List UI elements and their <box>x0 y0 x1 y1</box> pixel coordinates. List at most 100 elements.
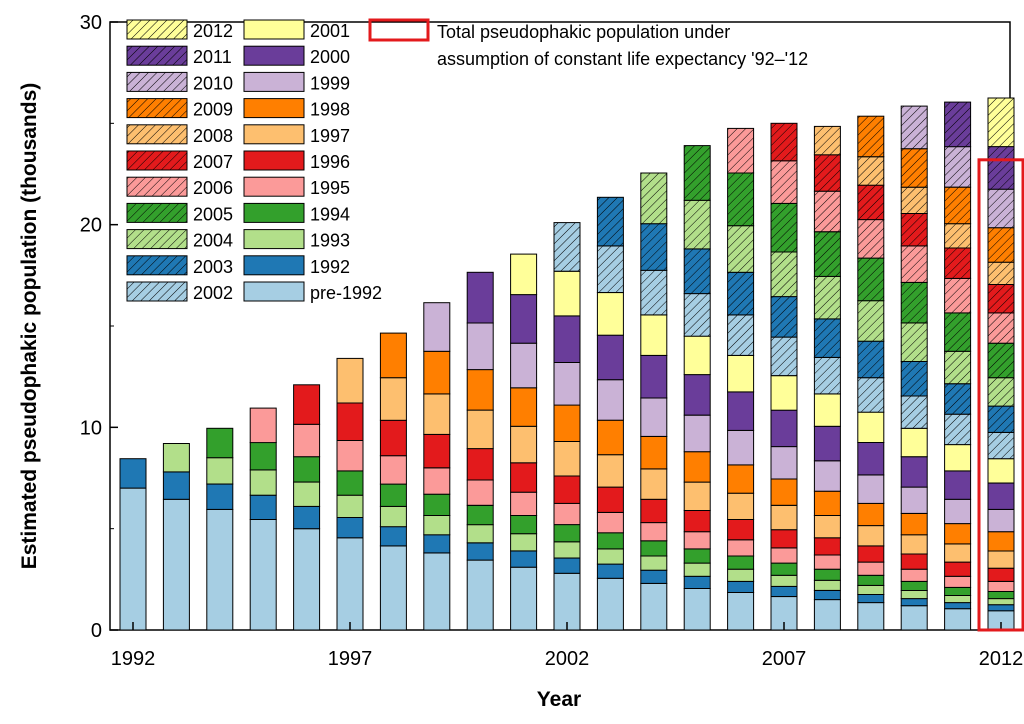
bar-segment-2009-2000 <box>857 442 885 476</box>
bar-segment-1994-1994 <box>206 427 234 459</box>
legend-swatch-2004 <box>126 229 188 250</box>
bar-segment-2007-2001 <box>770 375 798 411</box>
bar-segment-2010-2007 <box>900 213 928 247</box>
bar-segment-2005-2002 <box>683 293 711 337</box>
bar-segment-2001-1996 <box>510 462 538 493</box>
bar-segment-2012-1994 <box>987 591 1015 600</box>
bar-segment-2002-pre-1992 <box>553 572 581 631</box>
bar-segment-2006-2005 <box>727 172 755 227</box>
bar-segment-2011-2006 <box>944 277 972 314</box>
bar-segment-1994-1993 <box>206 457 234 485</box>
bar-segment-2010-1995 <box>900 568 928 582</box>
bar-segment-1997-1993 <box>336 494 364 519</box>
bar-segment-2005-1994 <box>683 548 711 564</box>
bar-segment-2010-2001 <box>900 427 928 458</box>
legend-swatch-2011 <box>126 45 188 66</box>
bar-segment-2007-2006 <box>770 160 798 204</box>
bar-segment-2007-1992 <box>770 585 798 598</box>
bar-segment-1999-1995 <box>423 467 451 495</box>
bar-segment-2003-1998 <box>596 419 624 456</box>
bar-segment-2008-2001 <box>813 393 841 427</box>
bar-segment-2004-1995 <box>640 522 668 542</box>
bar-segment-2008-2002 <box>813 356 841 395</box>
bar-segment-2006-2003 <box>727 271 755 316</box>
y-axis-title: Estimated pseudophakic population (thous… <box>18 83 41 570</box>
bar-segment-2003-2001 <box>596 292 624 336</box>
bar-segment-1995-1993 <box>249 469 277 496</box>
y-tick-label-30: 30 <box>80 12 102 34</box>
bar-segment-2005-2000 <box>683 374 711 416</box>
bar-segment-2009-2003 <box>857 340 885 379</box>
legend-label-1992: 1992 <box>310 257 350 277</box>
bar-segment-2002-1997 <box>553 441 581 477</box>
highlight-box-2012 <box>977 158 1024 632</box>
bar-segment-2000-1995 <box>466 479 494 506</box>
bar-segment-1996-1996 <box>293 384 321 425</box>
bar-segment-2009-2004 <box>857 300 885 342</box>
bar-segment-1995-1994 <box>249 442 277 471</box>
bar-segment-2005-2003 <box>683 248 711 295</box>
bar-segment-2003-1995 <box>596 512 624 534</box>
bar-segment-2010-1999 <box>900 486 928 514</box>
legend-swatch-2000 <box>243 45 305 66</box>
bar-segment-1996-1995 <box>293 423 321 458</box>
legend-swatch-1999 <box>243 71 305 92</box>
legend-label-1999: 1999 <box>310 73 350 93</box>
bar-segment-2011-1998 <box>944 523 972 545</box>
bar-segment-1999-1994 <box>423 493 451 517</box>
bar-segment-2010-1996 <box>900 553 928 570</box>
bar-segment-2001-2000 <box>510 294 538 344</box>
bar-segment-2001-1992 <box>510 550 538 568</box>
bar-segment-2002-1998 <box>553 404 581 442</box>
bar-segment-1998-1993 <box>379 505 407 528</box>
bar-segment-2004-pre-1992 <box>640 582 668 631</box>
bar-segment-2001-1999 <box>510 342 538 389</box>
highlight-legend-line1: Total pseudophakic population under <box>437 22 730 42</box>
bar-segment-2008-1995 <box>813 554 841 570</box>
bar-segment-1998-1997 <box>379 377 407 421</box>
bar-segment-2006-1996 <box>727 519 755 541</box>
bar-segment-2000-1992 <box>466 542 494 561</box>
bar-segment-2002-1992 <box>553 557 581 574</box>
bar-segment-1992-1992 <box>119 458 147 489</box>
bar-segment-1997-pre-1992 <box>336 537 364 631</box>
x-tick-label-2012: 2012 <box>979 648 1024 670</box>
bar-segment-2012-2001 <box>987 458 1015 484</box>
bar-segment-2011-1997 <box>944 543 972 563</box>
y-tick-label-0: 0 <box>91 620 102 642</box>
bar-segment-2008-2000 <box>813 425 841 462</box>
bar-segment-2006-1995 <box>727 539 755 557</box>
bar-segment-2005-2005 <box>683 145 711 201</box>
bar-segment-2000-2000 <box>466 271 494 324</box>
bar-segment-1995-pre-1992 <box>249 519 277 631</box>
bar-segment-2002-1995 <box>553 502 581 526</box>
bar-segment-2004-1993 <box>640 555 668 571</box>
bar-segment-2005-1993 <box>683 562 711 577</box>
bar-segment-1994-1992 <box>206 483 234 510</box>
bar-segment-1999-1999 <box>423 302 451 352</box>
bar-segment-2011-2001 <box>944 444 972 472</box>
bar-segment-1998-1996 <box>379 419 407 457</box>
bar-segment-2010-1997 <box>900 534 928 555</box>
bar-segment-2003-1997 <box>596 454 624 488</box>
legend-swatch-1998 <box>243 98 305 119</box>
bar-segment-2012-2011 <box>987 146 1015 190</box>
bar-segment-2011-2002 <box>944 413 972 446</box>
bar-segment-2012-2012 <box>987 97 1015 148</box>
bar-segment-2006-2006 <box>727 127 755 174</box>
bar-segment-2007-1996 <box>770 529 798 549</box>
legend-label-2008: 2008 <box>193 126 233 146</box>
bar-segment-2008-1994 <box>813 568 841 581</box>
bar-segment-2003-1992 <box>596 563 624 579</box>
bar-segment-2010-pre-1992 <box>900 605 928 631</box>
legend-swatch-2003 <box>126 255 188 276</box>
bar-segment-1997-1992 <box>336 517 364 539</box>
legend-label-2007: 2007 <box>193 152 233 172</box>
bar-segment-2003-1999 <box>596 379 624 421</box>
bar-segment-2012-1999 <box>987 508 1015 533</box>
bar-segment-2007-2004 <box>770 251 798 298</box>
legend-label-2004: 2004 <box>193 231 233 251</box>
bar-segment-2011-2004 <box>944 350 972 385</box>
bar-segment-2009-1994 <box>857 574 885 586</box>
